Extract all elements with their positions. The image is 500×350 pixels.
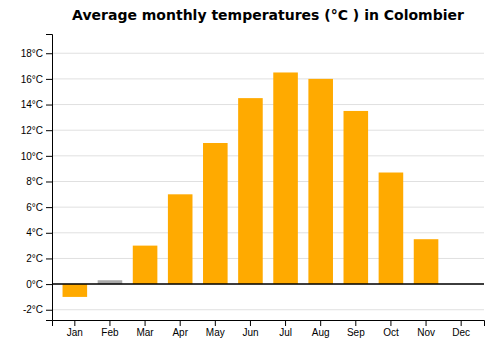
bars [63,72,439,296]
y-tick-mark [46,156,52,157]
y-tick-mark [46,79,52,80]
x-tick: Mar [136,320,154,338]
bar [63,284,88,297]
x-tick-mark [250,320,251,326]
x-tick-mark [320,320,321,326]
x-tick: Apr [172,320,188,338]
x-tick-label: May [206,327,225,338]
x-tick-mark [145,320,146,326]
x-tick-mark [215,320,216,326]
x-tick: May [206,320,225,338]
x-tick: Jun [242,320,258,338]
y-tick: 8°C [26,176,52,187]
grid-line [52,155,484,156]
y-tick-label: 16°C [21,74,43,85]
x-tick-label: Nov [417,327,435,338]
grid-line [52,309,484,310]
y-tick-mark [46,258,52,259]
x-tick-label: Oct [383,327,399,338]
bar [133,246,158,284]
grid-line [52,130,484,131]
x-tick: Jul [279,320,292,338]
x-tick-mark [109,320,110,326]
x-tick-label: Dec [452,327,470,338]
x-tick-mark [74,320,75,326]
y-tick-mark [46,207,52,208]
x-tick-mark [390,320,391,326]
x-tick: Dec [452,320,470,338]
x-tick-label: Apr [172,327,188,338]
x-tick-mark [461,320,462,326]
x-tick-label: Jan [67,327,83,338]
bar [414,239,439,284]
y-tick-label: 14°C [21,99,43,110]
x-tick: Jan [67,320,83,338]
x-tick-mark [355,320,356,326]
grid-line [52,104,484,105]
x-tick-mark [426,320,427,326]
grid-line [52,232,484,233]
y-tick: 4°C [26,227,52,238]
grid-line [52,181,484,182]
y-tick-mark [46,181,52,182]
x-axis: Jan Feb Mar Apr May Jun Jul Aug Sep Oct Nov Dec [53,320,485,338]
x-tick-label: Jul [279,327,292,338]
x-axis-line [53,321,485,327]
y-tick: 6°C [26,202,52,213]
grid [52,53,484,310]
y-tick-mark [46,310,52,311]
y-tick-label: 10°C [21,151,43,162]
y-tick-mark [46,284,52,285]
x-tick-label: Aug [312,327,330,338]
bar [203,143,228,284]
y-tick: 12°C [21,125,52,136]
y-tick-mark [46,130,52,131]
y-tick: 2°C [26,253,52,264]
title: Average monthly temperatures (°C ) in Co… [72,7,464,23]
y-tick: 14°C [21,99,52,110]
bar [238,98,263,284]
grid-line [52,53,484,54]
y-tick-label: -2°C [23,304,43,315]
y-tick-label: 12°C [21,125,43,136]
plot: -2°C 0°C 2°C 4°C 6°C 8°C 10°C 12°C 14°C 16°C 18°C J… [21,35,485,339]
y-tick-label: 18°C [21,48,43,59]
y-tick: 10°C [21,151,52,162]
y-tick-label: 0°C [26,279,43,290]
y-tick-mark [46,53,52,54]
bar [379,173,404,285]
x-tick: Oct [383,320,399,338]
x-tick: Feb [101,320,119,338]
x-tick-mark [285,320,286,326]
x-tick: Aug [312,320,330,338]
y-tick: 16°C [21,74,52,85]
grid-line [52,78,484,79]
y-tick: -2°C [23,304,52,315]
grid-line [52,284,484,285]
x-tick-label: Feb [101,327,119,338]
y-axis: -2°C 0°C 2°C 4°C 6°C 8°C 10°C 12°C 14°C 16°C 18°C [21,35,53,321]
y-tick-mark [46,105,52,106]
chart: -2°C 0°C 2°C 4°C 6°C 8°C 10°C 12°C 14°C 16°C 18°C J… [0,0,500,350]
x-tick-label: Sep [347,327,365,338]
x-tick-mark [180,320,181,326]
grid-line [52,207,484,208]
bar [308,79,333,284]
y-axis-line [46,35,53,321]
x-tick-label: Mar [136,327,154,338]
y-tick: 18°C [21,48,52,59]
y-tick-label: 4°C [26,227,43,238]
y-tick-label: 8°C [26,176,43,187]
y-tick: 0°C [26,279,52,290]
y-tick-label: 6°C [26,202,43,213]
x-tick: Sep [347,320,365,338]
zero-line [52,283,484,285]
bar [273,72,298,284]
x-tick: Nov [417,320,435,338]
y-tick-mark [46,233,52,234]
x-tick-label: Jun [242,327,258,338]
bar [168,194,193,284]
bar [344,111,369,284]
y-tick-label: 2°C [26,253,43,264]
